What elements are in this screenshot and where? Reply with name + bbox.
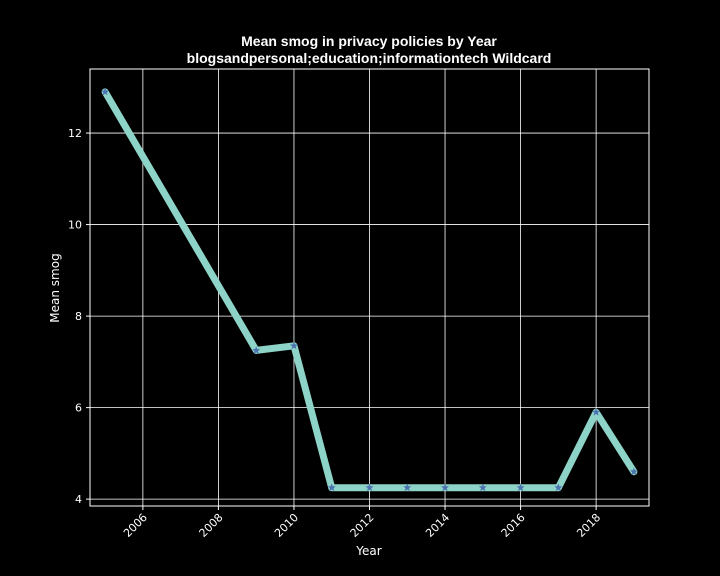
y-tick-label: 8 bbox=[75, 310, 82, 323]
y-tick-label: 10 bbox=[68, 219, 82, 232]
x-axis-label: Year bbox=[355, 544, 381, 558]
y-tick-label: 6 bbox=[75, 402, 82, 415]
y-tick-labels: 4 6 8 10 12 bbox=[68, 127, 90, 506]
data-point bbox=[554, 483, 563, 492]
data-point bbox=[289, 341, 298, 350]
data-point bbox=[441, 483, 450, 492]
data-point bbox=[592, 407, 601, 416]
grid-lines bbox=[90, 69, 649, 506]
data-point bbox=[327, 483, 336, 492]
data-point bbox=[629, 467, 638, 476]
chart-title: Mean smog in privacy policies by Year bbox=[241, 33, 497, 49]
y-axis-label: Mean smog bbox=[48, 253, 62, 322]
y-tick-label: 4 bbox=[75, 493, 82, 506]
data-point bbox=[516, 483, 525, 492]
data-points bbox=[101, 87, 638, 492]
series-line-group bbox=[101, 88, 638, 492]
chart-subtitle: blogsandpersonal;education;informationte… bbox=[187, 50, 552, 66]
data-point bbox=[365, 483, 374, 492]
y-tick-label: 12 bbox=[68, 127, 82, 140]
plot-frame bbox=[89, 68, 650, 507]
data-point bbox=[101, 87, 110, 96]
series-line bbox=[101, 88, 638, 492]
data-point bbox=[252, 346, 261, 354]
data-point bbox=[403, 483, 412, 492]
data-point bbox=[478, 483, 487, 492]
